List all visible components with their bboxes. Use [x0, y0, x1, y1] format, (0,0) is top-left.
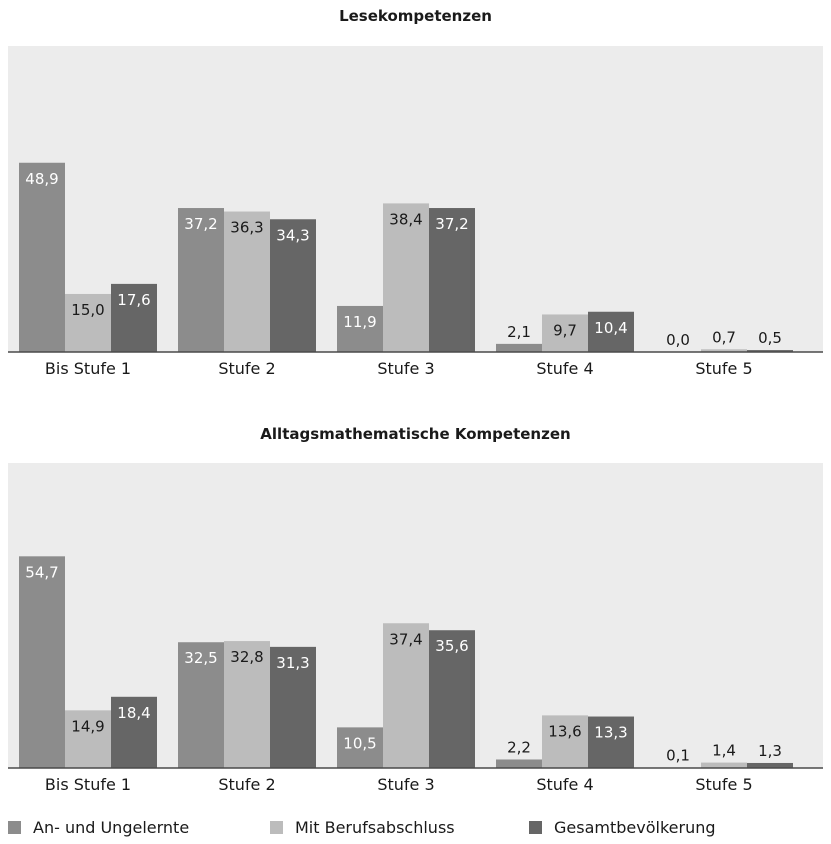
bar-mit-berufsabschluss-stufe-3 — [383, 203, 429, 352]
x-tick-label: Stufe 2 — [218, 359, 275, 378]
data-label: 48,9 — [25, 170, 58, 188]
data-label: 14,9 — [71, 717, 104, 735]
data-label: 1,3 — [758, 742, 782, 760]
bar-gesamtbevoelkerung-stufe-2 — [270, 219, 316, 352]
bar-gesamtbevoelkerung-stufe-4 — [588, 311, 634, 352]
legend-swatch — [270, 821, 283, 834]
data-label: 0,5 — [758, 329, 782, 347]
x-tick-label: Stufe 5 — [695, 775, 752, 794]
data-label: 37,4 — [389, 630, 422, 648]
bar-gesamtbevoelkerung-stufe-2 — [270, 646, 316, 768]
data-label: 36,3 — [230, 219, 263, 237]
data-label: 35,6 — [435, 637, 468, 655]
data-label: 0,7 — [712, 328, 736, 346]
bar-mit-berufsabschluss-stufe-2 — [224, 641, 270, 768]
data-label: 38,4 — [389, 210, 422, 228]
data-label: 0,0 — [666, 331, 690, 349]
bar-gesamtbevoelkerung-stufe-4 — [588, 716, 634, 768]
bar-an-und-ungelernte-bis-stufe-1 — [19, 162, 65, 352]
data-label: 15,0 — [71, 301, 104, 319]
bar-mit-berufsabschluss-bis-stufe-1 — [65, 710, 111, 768]
data-label: 34,3 — [276, 226, 309, 244]
chart-title-alltagsmathematik: Alltagsmathematische Kompetenzen — [260, 425, 571, 443]
legend-item-mit-berufsabschluss: Mit Berufsabschluss — [270, 818, 455, 837]
bar-gesamtbevoelkerung-stufe-3 — [429, 208, 475, 352]
data-label: 54,7 — [25, 563, 58, 581]
bar-mit-berufsabschluss-stufe-3 — [383, 623, 429, 768]
x-tick-label: Bis Stufe 1 — [45, 359, 131, 378]
legend-label: Gesamtbevölkerung — [554, 818, 716, 837]
bar-mit-berufsabschluss-stufe-2 — [224, 211, 270, 352]
data-label: 11,9 — [343, 313, 376, 331]
data-label: 10,5 — [343, 734, 376, 752]
data-label: 37,2 — [184, 215, 217, 233]
x-tick-label: Stufe 4 — [536, 359, 593, 378]
legend-item-gesamtbevoelkerung: Gesamtbevölkerung — [529, 818, 716, 837]
x-tick-label: Stufe 3 — [377, 359, 434, 378]
bar-gesamtbevoelkerung-stufe-5 — [747, 762, 793, 768]
bar-gesamtbevoelkerung-bis-stufe-1 — [111, 696, 157, 768]
data-label: 1,4 — [712, 742, 736, 760]
data-label: 18,4 — [117, 704, 150, 722]
data-label: 32,5 — [184, 649, 217, 667]
data-label: 10,4 — [594, 319, 627, 337]
bar-an-und-ungelernte-stufe-3 — [337, 305, 383, 352]
data-label: 13,6 — [548, 722, 581, 740]
x-tick-label: Stufe 3 — [377, 775, 434, 794]
bar-an-und-ungelernte-stufe-4 — [496, 759, 542, 768]
bar-an-und-ungelernte-bis-stufe-1 — [19, 556, 65, 768]
bar-mit-berufsabschluss-bis-stufe-1 — [65, 293, 111, 352]
bar-an-und-ungelernte-stufe-4 — [496, 343, 542, 352]
bar-an-und-ungelernte-stufe-2 — [178, 642, 224, 768]
bar-mit-berufsabschluss-stufe-4 — [542, 314, 588, 352]
legend-item-an-und-ungelernte: An- und Ungelernte — [8, 818, 189, 837]
x-tick-label: Stufe 4 — [536, 775, 593, 794]
bar-gesamtbevoelkerung-bis-stufe-1 — [111, 283, 157, 352]
data-label: 2,1 — [507, 323, 531, 341]
data-label: 0,1 — [666, 747, 690, 765]
bar-mit-berufsabschluss-stufe-4 — [542, 715, 588, 768]
legend-swatch — [529, 821, 542, 834]
x-tick-label: Stufe 5 — [695, 359, 752, 378]
chart-title-lesekompetenzen: Lesekompetenzen — [339, 7, 492, 25]
x-tick-label: Bis Stufe 1 — [45, 775, 131, 794]
bar-an-und-ungelernte-stufe-2 — [178, 208, 224, 352]
data-label: 17,6 — [117, 291, 150, 309]
data-label: 37,2 — [435, 215, 468, 233]
bar-mit-berufsabschluss-stufe-5 — [701, 349, 747, 352]
bar-gesamtbevoelkerung-stufe-5 — [747, 350, 793, 352]
legend-label: Mit Berufsabschluss — [295, 818, 455, 837]
x-tick-label: Stufe 2 — [218, 775, 275, 794]
data-label: 2,2 — [507, 738, 531, 756]
data-label: 31,3 — [276, 654, 309, 672]
bar-mit-berufsabschluss-stufe-5 — [701, 762, 747, 768]
bar-an-und-ungelernte-stufe-3 — [337, 727, 383, 768]
legend-label: An- und Ungelernte — [33, 818, 190, 837]
data-label: 13,3 — [594, 724, 627, 742]
bar-gesamtbevoelkerung-stufe-3 — [429, 630, 475, 768]
data-label: 32,8 — [230, 648, 263, 666]
legend-swatch — [8, 821, 21, 834]
data-label: 9,7 — [553, 321, 577, 339]
